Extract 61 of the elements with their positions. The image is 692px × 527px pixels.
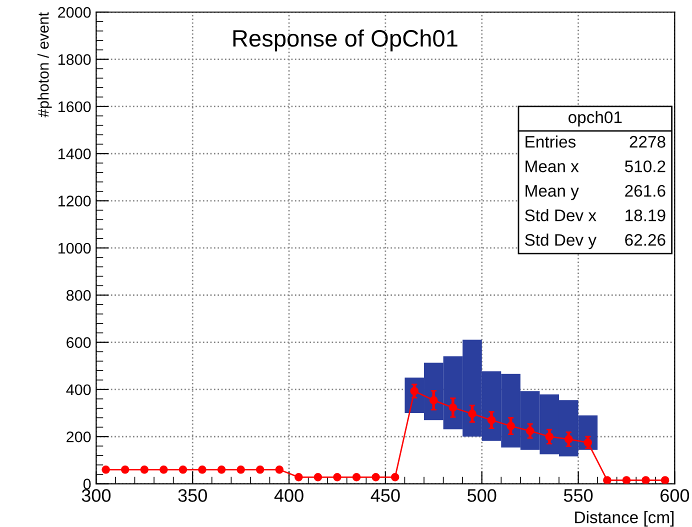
x-tick-label: 400 <box>274 489 304 502</box>
point <box>275 465 284 474</box>
point <box>506 422 515 430</box>
point <box>372 473 380 482</box>
y-tick-label: 1200 <box>58 196 91 206</box>
point <box>352 473 361 482</box>
y-tick-label: 200 <box>66 431 91 442</box>
annotation: Std Dev x <box>525 209 596 222</box>
y-tick-label: 400 <box>66 384 91 396</box>
point <box>178 465 188 474</box>
point <box>236 465 245 474</box>
annotation: 2278 <box>630 136 666 148</box>
point <box>314 473 322 482</box>
annotation: Entries <box>526 135 576 148</box>
annotation: Mean x <box>526 160 579 172</box>
point <box>198 465 206 474</box>
point <box>622 476 631 484</box>
x-tick-label: 450 <box>370 489 400 502</box>
x-axis-title: Distance [cm] <box>575 511 674 527</box>
annotation: Mean y <box>526 185 579 200</box>
x-tick-label: 550 <box>564 489 593 502</box>
point <box>487 416 496 424</box>
point <box>526 426 534 436</box>
point <box>564 435 573 444</box>
x-tick-label: 500 <box>468 489 496 502</box>
annotation: 18.19 <box>626 209 666 222</box>
y-tick-label: 1600 <box>58 101 91 112</box>
y-tick-label: 1000 <box>58 242 91 254</box>
annotation: 261.6 <box>625 184 666 197</box>
annotation: opch01 <box>568 110 622 126</box>
y-tick-label: 600 <box>66 337 91 348</box>
point <box>160 465 168 474</box>
annotation: 62.26 <box>625 234 666 246</box>
point <box>140 465 149 474</box>
point <box>429 396 438 404</box>
x-tick-label: 600 <box>660 489 690 502</box>
annotation: Std Dev y <box>525 234 597 250</box>
y-tick-label: 800 <box>66 290 91 301</box>
point <box>545 432 554 441</box>
point <box>102 465 110 474</box>
point <box>603 476 612 484</box>
x-tick-label: 300 <box>82 489 111 502</box>
point <box>294 473 303 482</box>
point <box>642 476 650 484</box>
point <box>256 465 264 474</box>
point <box>584 438 592 447</box>
y-axis-title: #photon / event <box>38 12 52 118</box>
text: Response of OpCh01 <box>233 29 458 52</box>
y-tick-label: 1400 <box>58 148 91 160</box>
point <box>448 403 458 412</box>
x-tick-label: 350 <box>178 489 207 502</box>
point <box>120 465 130 474</box>
point <box>390 473 400 482</box>
y-tick-label: 1800 <box>58 54 91 65</box>
point <box>660 476 670 484</box>
annotation: 510.2 <box>624 160 666 172</box>
point <box>333 473 342 482</box>
y-tick-label: 2000 <box>58 6 91 18</box>
y-tick-label: 0 <box>83 478 91 490</box>
point <box>468 410 476 418</box>
point <box>217 465 226 474</box>
